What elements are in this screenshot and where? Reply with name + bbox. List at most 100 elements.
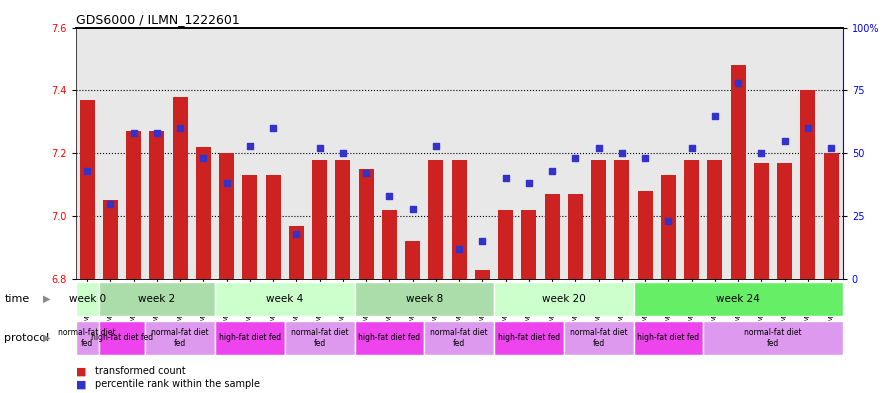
Text: week 2: week 2 <box>139 294 175 304</box>
Text: week 4: week 4 <box>266 294 303 304</box>
Bar <box>405 241 420 279</box>
Point <box>428 143 443 149</box>
Bar <box>172 97 188 279</box>
Text: week 20: week 20 <box>542 294 586 304</box>
Point <box>359 170 373 176</box>
Bar <box>823 153 838 279</box>
Point <box>568 155 582 162</box>
Bar <box>777 163 792 279</box>
Bar <box>731 65 746 279</box>
Bar <box>219 153 234 279</box>
Text: normal-fat diet
fed: normal-fat diet fed <box>430 328 488 348</box>
Point <box>126 130 140 136</box>
Bar <box>196 147 211 279</box>
Text: week 0: week 0 <box>68 294 106 304</box>
Bar <box>428 160 444 279</box>
Point <box>196 155 211 162</box>
Bar <box>149 131 164 279</box>
Point <box>243 143 257 149</box>
Text: normal-fat diet
fed: normal-fat diet fed <box>291 328 348 348</box>
Point <box>266 125 280 131</box>
Bar <box>634 282 843 316</box>
Point <box>638 155 653 162</box>
Bar <box>568 194 583 279</box>
Point <box>591 145 605 151</box>
Bar <box>80 100 95 279</box>
Point <box>220 180 234 187</box>
Text: transformed count: transformed count <box>95 366 186 376</box>
Bar <box>703 321 843 355</box>
Bar <box>215 282 355 316</box>
Bar <box>355 321 424 355</box>
Text: high-fat diet fed: high-fat diet fed <box>219 334 281 342</box>
Bar <box>335 160 350 279</box>
Point <box>685 145 699 151</box>
Bar <box>708 160 723 279</box>
Bar <box>284 321 355 355</box>
Bar <box>103 200 118 279</box>
Bar <box>312 160 327 279</box>
Point <box>615 150 629 156</box>
Text: week 8: week 8 <box>405 294 443 304</box>
Bar <box>800 90 815 279</box>
Bar <box>545 194 560 279</box>
Text: normal-fat diet
fed: normal-fat diet fed <box>59 328 116 348</box>
Point <box>452 246 466 252</box>
Bar <box>685 160 700 279</box>
Point <box>173 125 188 131</box>
Point <box>731 80 745 86</box>
Point <box>801 125 815 131</box>
Point <box>708 112 722 119</box>
Point <box>545 168 559 174</box>
Bar <box>754 163 769 279</box>
Text: week 24: week 24 <box>717 294 760 304</box>
Point <box>289 231 303 237</box>
Text: time: time <box>4 294 29 304</box>
Point <box>336 150 350 156</box>
Point <box>824 145 838 151</box>
Bar <box>215 321 284 355</box>
Bar <box>494 282 634 316</box>
Bar <box>358 169 373 279</box>
Bar <box>614 160 629 279</box>
Point <box>80 168 94 174</box>
Bar <box>126 131 141 279</box>
Bar <box>289 226 304 279</box>
Bar <box>452 160 467 279</box>
Text: high-fat diet fed: high-fat diet fed <box>358 334 420 342</box>
Text: GDS6000 / ILMN_1222601: GDS6000 / ILMN_1222601 <box>76 13 239 26</box>
Bar <box>494 321 564 355</box>
Point <box>382 193 396 199</box>
Bar <box>475 270 490 279</box>
Bar <box>355 282 494 316</box>
Text: normal-fat diet
fed: normal-fat diet fed <box>744 328 802 348</box>
Bar <box>99 321 145 355</box>
Bar <box>498 210 513 279</box>
Text: ▶: ▶ <box>43 294 50 304</box>
Text: normal-fat diet
fed: normal-fat diet fed <box>151 328 209 348</box>
Text: high-fat diet fed: high-fat diet fed <box>637 334 700 342</box>
Text: high-fat diet fed: high-fat diet fed <box>498 334 560 342</box>
Text: ▶: ▶ <box>43 333 50 343</box>
Bar <box>76 282 99 316</box>
Point <box>150 130 164 136</box>
Text: normal-fat diet
fed: normal-fat diet fed <box>570 328 628 348</box>
Bar <box>145 321 215 355</box>
Text: percentile rank within the sample: percentile rank within the sample <box>95 379 260 389</box>
Bar <box>424 321 494 355</box>
Point <box>476 238 490 244</box>
Bar <box>564 321 634 355</box>
Text: protocol: protocol <box>4 333 50 343</box>
Bar <box>266 175 281 279</box>
Bar <box>382 210 397 279</box>
Point <box>522 180 536 187</box>
Point <box>499 175 513 182</box>
Text: high-fat diet fed: high-fat diet fed <box>91 334 153 342</box>
Point <box>754 150 768 156</box>
Bar <box>661 175 676 279</box>
Text: ■: ■ <box>76 366 86 376</box>
Bar <box>99 282 215 316</box>
Point <box>405 206 420 212</box>
Point <box>313 145 327 151</box>
Bar <box>591 160 606 279</box>
